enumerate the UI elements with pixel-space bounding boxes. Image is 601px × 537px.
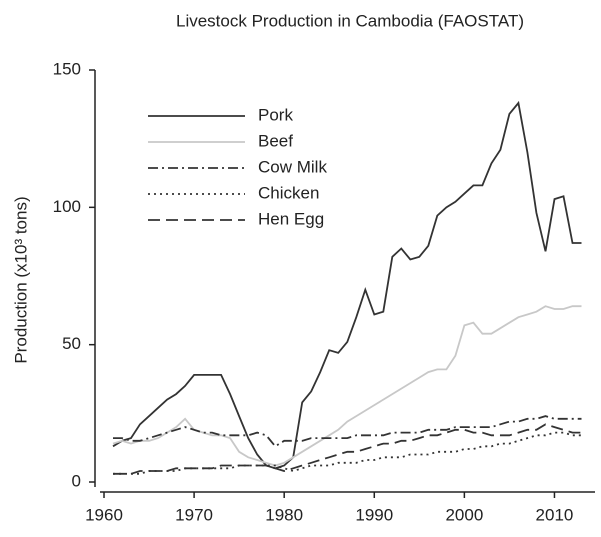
series-line xyxy=(112,100,582,470)
legend-label: Chicken xyxy=(258,183,319,202)
legend-label: Beef xyxy=(258,131,293,150)
chart-title: Livestock Production in Cambodia (FAOSTA… xyxy=(176,11,524,30)
x-tick-label: 2010 xyxy=(536,505,574,524)
series-line xyxy=(112,305,582,467)
legend-label: Pork xyxy=(258,105,293,124)
x-tick-label: 2000 xyxy=(445,505,483,524)
series-line xyxy=(113,423,582,475)
x-tick-label: 1990 xyxy=(355,505,393,524)
series-line xyxy=(113,415,582,448)
y-tick-label: 50 xyxy=(62,334,81,353)
legend-label: Hen Egg xyxy=(258,209,324,228)
x-tick-label: 1970 xyxy=(175,505,213,524)
x-tick-label: 1980 xyxy=(265,505,303,524)
y-tick-label: 0 xyxy=(72,471,81,490)
y-axis-label: Production (x10³ tons) xyxy=(11,196,30,363)
y-tick-label: 150 xyxy=(53,59,81,78)
x-tick-label: 1960 xyxy=(85,505,123,524)
y-tick-label: 100 xyxy=(53,197,81,216)
legend-label: Cow Milk xyxy=(258,157,327,176)
